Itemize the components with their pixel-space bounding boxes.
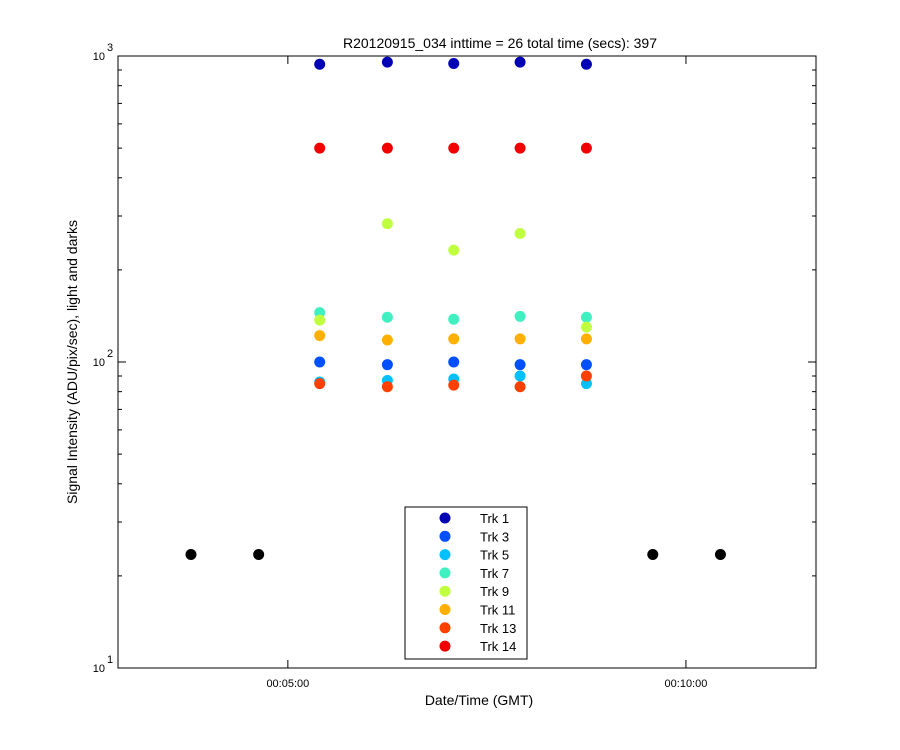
- trk-1-point: [381, 56, 393, 68]
- y-tick-label: 103: [93, 42, 113, 63]
- legend-label: Trk 1: [480, 511, 509, 526]
- y-tick-base: 10: [93, 357, 105, 369]
- legend-marker: [439, 604, 451, 615]
- legend-marker: [439, 549, 451, 561]
- trk-14-point: [448, 142, 460, 154]
- trk-7-point: [314, 307, 326, 319]
- trk-3-point: [448, 356, 460, 368]
- trk-11-point: [314, 330, 326, 342]
- trk-14-point: [381, 142, 393, 154]
- legend-item-trk-11: Trk 11: [439, 603, 515, 618]
- trk-7-point: [381, 311, 393, 323]
- legend-item-trk-5: Trk 5: [439, 548, 509, 563]
- y-tick-exponent: 1: [107, 654, 113, 666]
- trk-7-point: [448, 313, 460, 325]
- trk-11-point: [580, 333, 592, 345]
- dark-point: [253, 548, 265, 560]
- trk-7-point: [514, 310, 526, 322]
- trk-14-point: [314, 142, 326, 154]
- legend-marker: [439, 585, 451, 597]
- y-tick-exponent: 3: [107, 42, 113, 54]
- x-axis-label: Date/Time (GMT): [425, 692, 533, 708]
- chart-title: R20120915_034 inttime = 26 total time (s…: [343, 35, 657, 51]
- trk-1-point: [580, 58, 592, 70]
- trk-14-point: [580, 142, 592, 154]
- trk-9-point: [580, 321, 592, 333]
- y-tick-base: 10: [93, 663, 105, 675]
- legend-item-trk-7: Trk 7: [439, 566, 509, 581]
- legend-item-trk-9: Trk 9: [439, 584, 509, 599]
- trk-11-point: [448, 333, 460, 345]
- legend-item-trk-14: Trk 14: [439, 639, 516, 654]
- trk-3-point: [514, 359, 526, 371]
- legend-label: Trk 7: [480, 566, 509, 581]
- trk-14-point: [514, 142, 526, 154]
- x-tick-label: 00:05:00: [266, 678, 309, 690]
- x-axis: 00:05:00 00:10:00: [266, 56, 707, 690]
- trk-1-point: [314, 58, 326, 70]
- legend-item-trk-13: Trk 13: [439, 621, 516, 636]
- trk-9-point: [381, 218, 393, 230]
- trk-9-point: [314, 314, 326, 326]
- trk-5-point: [514, 370, 526, 382]
- legend-marker: [439, 567, 451, 579]
- trk-3-point: [381, 359, 393, 371]
- legend-label: Trk 13: [480, 621, 516, 636]
- legend-label: Trk 3: [480, 529, 509, 544]
- legend-box: [404, 506, 528, 660]
- trk-9-point: [514, 227, 526, 239]
- trk-1-point: [448, 58, 460, 70]
- y-tick-exponent: 2: [107, 348, 113, 360]
- legend-item-trk-1: Trk 1: [439, 511, 509, 526]
- legend-marker: [439, 640, 451, 652]
- trk-11-point: [381, 334, 393, 346]
- dark-point: [714, 548, 726, 560]
- y-tick-base: 10: [93, 51, 105, 63]
- trk-11-point: [514, 333, 526, 345]
- trk-1-point: [514, 56, 526, 68]
- dark-point: [185, 548, 197, 560]
- x-tick-label: 00:10:00: [665, 678, 708, 690]
- data-points: [185, 56, 726, 560]
- trk-7-point: [580, 311, 592, 323]
- y-tick-label: 102: [93, 348, 113, 369]
- legend-label: Trk 11: [480, 603, 515, 618]
- legend-marker: [439, 530, 451, 542]
- trk-13-point: [580, 370, 592, 382]
- legend-marker: [439, 512, 451, 524]
- trk-3-point: [580, 359, 592, 371]
- trk-13-point: [514, 381, 526, 393]
- y-axis-label: Signal Intensity (ADU/pix/sec), light an…: [64, 220, 80, 504]
- trk-5-point: [580, 378, 592, 390]
- legend-label: Trk 5: [480, 548, 509, 563]
- legend: Trk 1 Trk 3 Trk 5 Trk 7 Trk 9 Trk 11 Trk 13 Trk…: [404, 506, 528, 660]
- legend-label: Trk 14: [480, 639, 516, 654]
- trk-13-point: [314, 378, 326, 390]
- trk-3-point: [314, 356, 326, 368]
- legend-marker: [439, 622, 451, 634]
- trk-9-point: [448, 244, 460, 256]
- trk-13-point: [448, 379, 460, 391]
- y-tick-label: 101: [93, 654, 113, 675]
- legend-label: Trk 9: [480, 584, 509, 599]
- dark-point: [647, 548, 659, 560]
- trk-13-point: [381, 381, 393, 393]
- legend-item-trk-3: Trk 3: [439, 529, 509, 544]
